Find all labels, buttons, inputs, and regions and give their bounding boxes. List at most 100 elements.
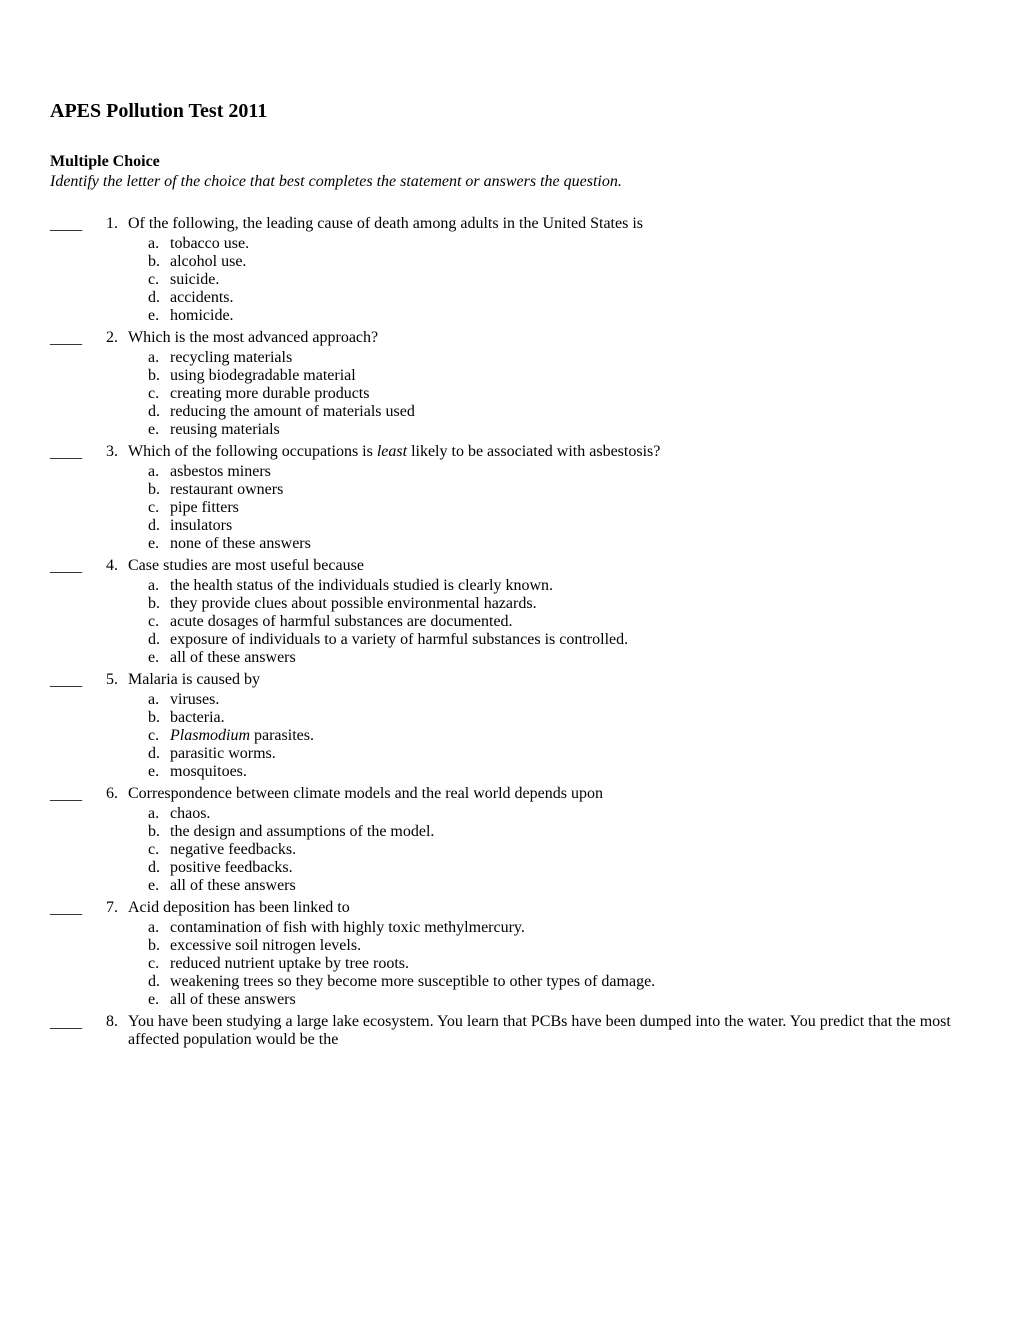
question-body: Malaria is caused by a.viruses.b.bacteria… — [128, 671, 970, 781]
stem-italic: least — [377, 443, 407, 460]
choice-text: homicide. — [170, 307, 970, 325]
question-block: ____4.Case studies are most useful becau… — [50, 557, 970, 667]
question-block: ____3.Which of the following occupations… — [50, 443, 970, 553]
choice-letter: c. — [148, 613, 170, 631]
question-stem: Correspondence between climate models an… — [128, 785, 970, 803]
choice-row: a.the health status of the individuals s… — [148, 577, 970, 595]
choice-row: e.homicide. — [148, 307, 970, 325]
choice-letter: b. — [148, 253, 170, 271]
choice-text: alcohol use. — [170, 253, 970, 271]
question-number: 4. — [90, 557, 128, 575]
choice-letter: c. — [148, 955, 170, 973]
choice-row: b.alcohol use. — [148, 253, 970, 271]
choice-text: the design and assumptions of the model. — [170, 823, 970, 841]
choice-letter: d. — [148, 859, 170, 877]
answer-blank[interactable]: ____ — [50, 557, 90, 576]
choice-letter: a. — [148, 919, 170, 937]
answer-blank[interactable]: ____ — [50, 785, 90, 804]
choice-row: a.viruses. — [148, 691, 970, 709]
choice-post: parasites. — [250, 727, 314, 744]
choice-row: e.all of these answers — [148, 877, 970, 895]
choice-text: chaos. — [170, 805, 970, 823]
choice-list: a.recycling materialsb.using biodegradab… — [128, 349, 970, 439]
instructions: Identify the letter of the choice that b… — [50, 173, 970, 191]
choice-letter: d. — [148, 517, 170, 535]
question-number: 2. — [90, 329, 128, 347]
choice-letter: e. — [148, 649, 170, 667]
choice-row: e.all of these answers — [148, 649, 970, 667]
choice-row: c.suicide. — [148, 271, 970, 289]
choice-letter: c. — [148, 841, 170, 859]
choice-text: accidents. — [170, 289, 970, 307]
choice-row: a.recycling materials — [148, 349, 970, 367]
choice-row: d.positive feedbacks. — [148, 859, 970, 877]
choice-row: d.weakening trees so they become more su… — [148, 973, 970, 991]
choice-row: c.Plasmodium parasites. — [148, 727, 970, 745]
choice-letter: b. — [148, 823, 170, 841]
choice-row: b.the design and assumptions of the mode… — [148, 823, 970, 841]
answer-blank[interactable]: ____ — [50, 899, 90, 918]
choice-list: a.chaos.b.the design and assumptions of … — [128, 805, 970, 895]
choice-letter: c. — [148, 385, 170, 403]
choice-row: b.bacteria. — [148, 709, 970, 727]
choice-row: e.reusing materials — [148, 421, 970, 439]
choice-text: mosquitoes. — [170, 763, 970, 781]
choice-text: contamination of fish with highly toxic … — [170, 919, 970, 937]
choice-text: the health status of the individuals stu… — [170, 577, 970, 595]
choice-text: excessive soil nitrogen levels. — [170, 937, 970, 955]
choice-text: negative feedbacks. — [170, 841, 970, 859]
choice-row: b.excessive soil nitrogen levels. — [148, 937, 970, 955]
question-number: 8. — [90, 1013, 128, 1031]
answer-blank[interactable]: ____ — [50, 671, 90, 690]
choice-letter: a. — [148, 235, 170, 253]
choice-text: reusing materials — [170, 421, 970, 439]
choice-row: d.accidents. — [148, 289, 970, 307]
choice-list: a.contamination of fish with highly toxi… — [128, 919, 970, 1009]
choice-letter: e. — [148, 421, 170, 439]
choice-row: a.contamination of fish with highly toxi… — [148, 919, 970, 937]
choice-row: d.reducing the amount of materials used — [148, 403, 970, 421]
choice-letter: c. — [148, 499, 170, 517]
answer-blank[interactable]: ____ — [50, 1013, 90, 1032]
choice-letter: b. — [148, 937, 170, 955]
question-stem: Of the following, the leading cause of d… — [128, 215, 970, 233]
choice-letter: c. — [148, 271, 170, 289]
question-stem: Malaria is caused by — [128, 671, 970, 689]
question-body: Case studies are most useful because a.th… — [128, 557, 970, 667]
choice-list: a.the health status of the individuals s… — [128, 577, 970, 667]
answer-blank[interactable]: ____ — [50, 443, 90, 462]
choice-text: insulators — [170, 517, 970, 535]
choice-row: b.using biodegradable material — [148, 367, 970, 385]
choice-list: a.asbestos minersb.restaurant ownersc.pi… — [128, 463, 970, 553]
question-stem: Acid deposition has been linked to — [128, 899, 970, 917]
question-body: Which of the following occupations is le… — [128, 443, 970, 553]
choice-row: c.pipe fitters — [148, 499, 970, 517]
question-body: Which is the most advanced approach?a.re… — [128, 329, 970, 439]
choice-row: c.creating more durable products — [148, 385, 970, 403]
question-body: Acid deposition has been linked to a.cont… — [128, 899, 970, 1009]
choice-letter: e. — [148, 307, 170, 325]
choice-letter: d. — [148, 973, 170, 991]
choice-letter: d. — [148, 631, 170, 649]
choice-letter: a. — [148, 463, 170, 481]
choice-text: reducing the amount of materials used — [170, 403, 970, 421]
choice-letter: e. — [148, 877, 170, 895]
answer-blank[interactable]: ____ — [50, 329, 90, 348]
choice-row: d.parasitic worms. — [148, 745, 970, 763]
question-body: You have been studying a large lake ecos… — [128, 1013, 970, 1051]
choice-list: a.tobacco use.b.alcohol use.c.suicide.d.… — [128, 235, 970, 325]
choice-row: e.mosquitoes. — [148, 763, 970, 781]
answer-blank[interactable]: ____ — [50, 215, 90, 234]
stem-post: likely to be associated with asbestosis? — [407, 443, 660, 460]
question-stem: Case studies are most useful because — [128, 557, 970, 575]
choice-text: weakening trees so they become more susc… — [170, 973, 970, 991]
choice-row: d.insulators — [148, 517, 970, 535]
question-number: 3. — [90, 443, 128, 461]
choice-text: they provide clues about possible enviro… — [170, 595, 970, 613]
choice-text: bacteria. — [170, 709, 970, 727]
choice-text: Plasmodium parasites. — [170, 727, 970, 745]
choice-letter: a. — [148, 805, 170, 823]
question-block: ____2.Which is the most advanced approac… — [50, 329, 970, 439]
question-number: 5. — [90, 671, 128, 689]
question-block: ____7.Acid deposition has been linked to… — [50, 899, 970, 1009]
